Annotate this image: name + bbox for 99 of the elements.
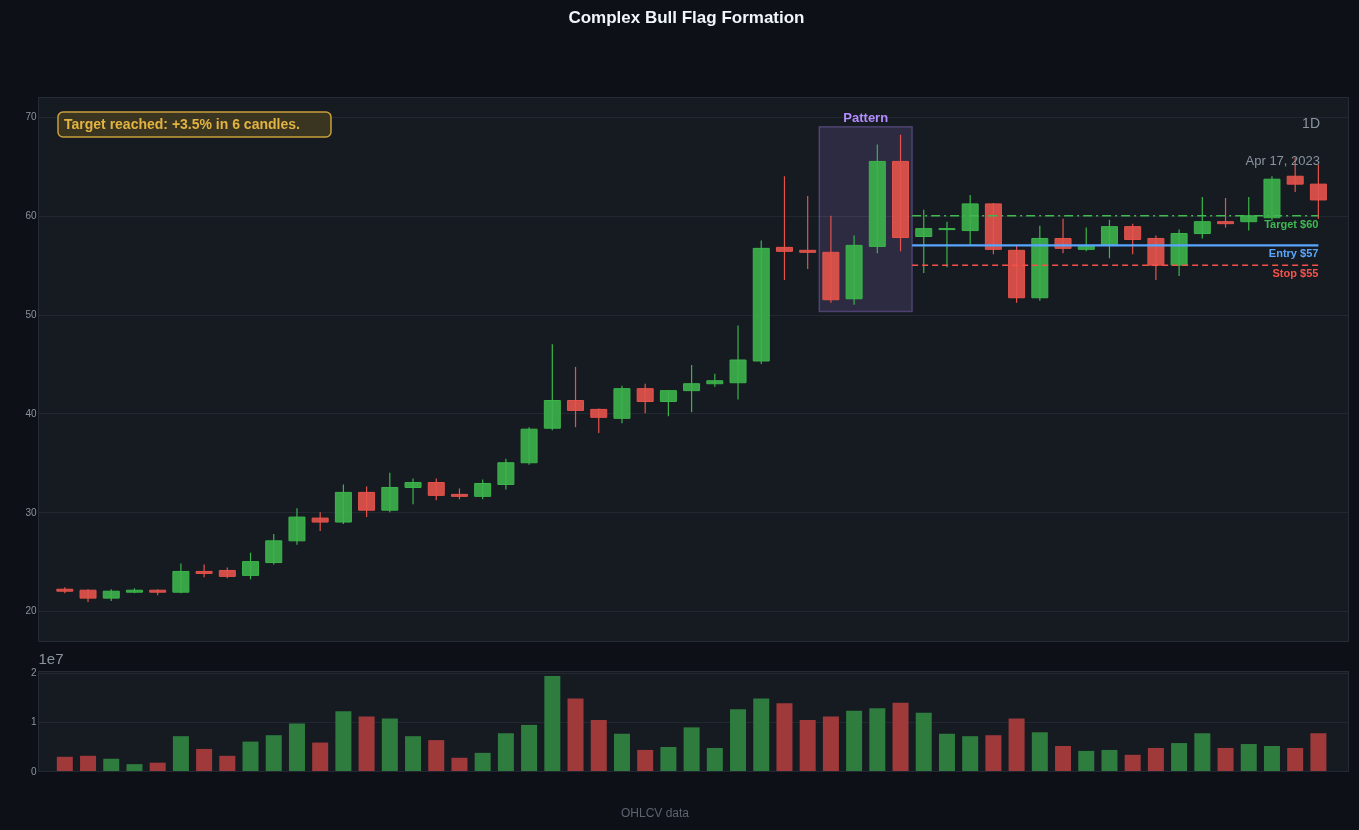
candlestick [590, 407, 608, 434]
bar [358, 716, 375, 771]
bar [149, 762, 166, 771]
bar [474, 752, 491, 771]
bar [56, 756, 73, 771]
bar [1310, 733, 1327, 771]
bar [822, 716, 839, 771]
bar [381, 718, 398, 771]
text: OHLCV data [620, 806, 690, 820]
candlestick [404, 477, 422, 505]
bar [567, 698, 584, 771]
bar [1217, 747, 1234, 771]
candlestick [938, 221, 956, 268]
candlestick [474, 478, 492, 500]
annotation: 1D [1302, 115, 1320, 131]
bar [242, 741, 259, 771]
y-tick-label: 30 [25, 506, 37, 518]
bar [660, 746, 677, 771]
y-tick-label: 50 [25, 309, 37, 321]
y-tick-label: 70 [25, 111, 37, 123]
candlestick [265, 533, 283, 566]
y-tick-label: 40 [25, 407, 37, 419]
bar [196, 748, 213, 771]
candlestick [311, 511, 329, 532]
bar [1055, 746, 1072, 771]
candlestick [659, 390, 677, 417]
bar [1240, 744, 1257, 771]
bar [219, 755, 236, 771]
bar [312, 742, 329, 771]
bar [938, 733, 955, 771]
bar [265, 735, 282, 771]
bar [1078, 750, 1095, 771]
candlestick [567, 366, 585, 428]
bar [497, 733, 514, 771]
bar [1171, 743, 1188, 771]
bar [451, 757, 468, 771]
bar [521, 724, 538, 771]
y-tick-label: 20 [25, 605, 37, 617]
bar [544, 675, 561, 771]
candlestick [799, 195, 817, 270]
bar [613, 733, 630, 771]
bar [892, 702, 909, 771]
y-tick-label: 1 [30, 716, 37, 728]
bar [590, 720, 607, 771]
bar [706, 747, 723, 771]
candlestick [729, 324, 747, 401]
bar [1194, 733, 1211, 771]
bar [1287, 747, 1304, 771]
bar [288, 723, 305, 771]
bar [1031, 732, 1048, 771]
bar [869, 708, 886, 771]
bar [1263, 746, 1280, 771]
chart-title: Complex Bull Flag Formation [568, 7, 805, 27]
candlestick [381, 472, 399, 513]
candlestick [427, 477, 445, 501]
ref-line-label: Stop $55 [1272, 267, 1319, 280]
candlestick [172, 562, 190, 594]
bar [428, 740, 445, 771]
bar [846, 710, 863, 771]
bar [637, 749, 654, 771]
candlestick [242, 552, 260, 580]
bar [962, 736, 979, 771]
band-label: Pattern [843, 109, 889, 125]
bar [730, 709, 747, 771]
candlestick [636, 383, 654, 414]
bar [1101, 749, 1118, 771]
ref-line-label: Entry $57 [1268, 247, 1319, 260]
bar [126, 764, 143, 771]
bar [103, 758, 120, 771]
candlestick [683, 364, 701, 413]
bar [172, 736, 189, 771]
y-axis-title: 1e7 [38, 649, 64, 667]
y-tick-label: 60 [25, 210, 37, 222]
bar [915, 712, 932, 771]
candlestick [1077, 227, 1095, 252]
bar [799, 720, 816, 771]
candlestick [1100, 219, 1118, 259]
ref-line-label: Target $60 [1264, 217, 1319, 230]
y-tick-label: 0 [30, 765, 37, 777]
candlestick [775, 175, 793, 281]
bar [80, 755, 97, 771]
candlestick [358, 485, 376, 518]
candlestick [497, 458, 515, 491]
candlestick [1309, 163, 1327, 220]
annotation: Target reached: +3.5% in 6 candles. [64, 116, 300, 132]
bar [776, 703, 793, 771]
bar [1008, 718, 1025, 771]
y-tick-label: 2 [30, 667, 37, 679]
bar [985, 735, 1002, 771]
bar [1124, 754, 1141, 771]
bar [405, 736, 422, 771]
candlestick [195, 563, 213, 578]
bar [335, 711, 352, 771]
bar [683, 727, 700, 771]
candlestick [1217, 197, 1235, 229]
bar [1147, 747, 1164, 771]
candlestick [288, 507, 306, 546]
bar [753, 698, 770, 771]
candlestick [1124, 223, 1142, 255]
